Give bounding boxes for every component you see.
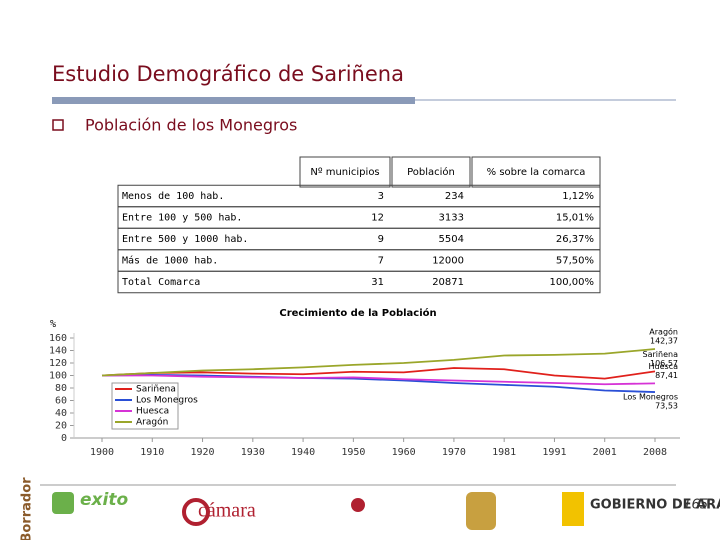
row-label: Entre 100 y 500 hab.	[122, 213, 242, 224]
y-axis-label: %	[50, 319, 56, 330]
end-series-name: Sariñena	[643, 350, 679, 359]
row-label: Menos de 100 hab.	[122, 191, 224, 202]
end-series-name: Aragón	[649, 327, 678, 337]
logo-icon	[52, 492, 74, 514]
row-label: Entre 500 y 1000 hab.	[122, 234, 248, 245]
cell-value: 100,00%	[550, 277, 595, 288]
end-value-label: 142,37	[650, 337, 678, 346]
logo-text: GOBIERNO DE ARAGON	[590, 498, 720, 513]
x-tick-label: 1940	[291, 447, 315, 458]
slide-title: Estudio Demográfico de Sariñena	[52, 62, 404, 86]
x-tick-label: 1900	[90, 447, 114, 458]
chart-title: Crecimiento de la Población	[279, 307, 436, 319]
header-cell	[391, 156, 471, 188]
y-tick-label: 140	[49, 346, 67, 357]
cell-value: 9	[378, 234, 384, 245]
cell-value: 1,12%	[562, 191, 594, 202]
cell-value: 234	[445, 191, 464, 202]
cell-value: 12000	[432, 256, 464, 267]
header-text: Nº municipios	[310, 167, 379, 178]
header-text: Población	[407, 166, 455, 178]
y-tick-label: 160	[49, 333, 67, 344]
legend-label: Los Monegros	[136, 396, 198, 406]
y-tick-label: 40	[55, 408, 67, 419]
logo-icon	[182, 498, 210, 526]
cell-value: 26,37%	[556, 234, 594, 245]
y-tick-label: 0	[61, 433, 67, 444]
y-tick-label: 60	[55, 396, 67, 407]
header-cell	[299, 156, 391, 188]
end-value-label: 73,53	[655, 402, 678, 411]
cell-value: 5504	[439, 234, 464, 245]
x-tick-label: 1970	[442, 447, 466, 458]
row-cell	[117, 270, 601, 294]
end-value-label: 87,41	[655, 371, 678, 380]
y-tick-label: 100	[49, 371, 67, 382]
table: Nº municipios Población % sobre la comarca…	[117, 156, 601, 294]
end-series-name: Los Monegros	[623, 393, 678, 402]
y-tick-label: 80	[55, 383, 67, 394]
header-cell	[471, 156, 601, 188]
logo-text: cámara	[198, 500, 256, 522]
end-value-label: 106,57	[650, 359, 678, 368]
page-number: 165	[683, 498, 708, 513]
row-label: Más de 1000 hab.	[122, 255, 218, 267]
row-label: Total Comarca	[122, 277, 200, 288]
x-tick-label: 2008	[643, 447, 667, 458]
legend-label: Aragón	[136, 417, 168, 428]
cell-value: 3133	[439, 213, 464, 224]
logo-icon	[562, 492, 584, 526]
draft-mark: Borrador	[20, 477, 35, 540]
logo-icon	[351, 498, 365, 512]
cell-value: 57,50%	[556, 256, 594, 267]
legend-label: Sariñena	[136, 385, 176, 395]
y-tick-label: 120	[49, 358, 67, 369]
bullet-box	[52, 119, 64, 131]
x-tick-label: 1910	[140, 447, 164, 458]
x-tick-label: 1920	[190, 447, 214, 458]
x-tick-label: 1950	[341, 447, 365, 458]
logo-icon	[466, 492, 496, 530]
cell-value: 12	[371, 213, 384, 224]
series-line	[101, 373, 656, 393]
series-line	[101, 367, 656, 380]
legend-label: Huesca	[136, 407, 169, 417]
x-tick-label: 1981	[492, 447, 516, 458]
series-line	[102, 374, 656, 386]
cell-value: 20871	[432, 277, 464, 288]
end-series-name: Huesca	[649, 362, 679, 371]
y-tick-label: 20	[55, 421, 67, 432]
cell-value: 15,01%	[556, 213, 594, 224]
series-line	[101, 348, 656, 377]
cell-value: 3	[378, 191, 384, 202]
bullet-text: Población de los Monegros	[85, 116, 297, 135]
cell-value: 7	[378, 256, 384, 267]
header-text: % sobre la comarca	[487, 167, 586, 178]
x-tick-label: 2001	[593, 447, 617, 458]
x-tick-label: 1930	[241, 447, 265, 458]
logo-text: exito	[80, 490, 128, 510]
title-bar	[52, 97, 415, 104]
x-tick-label: 1960	[392, 447, 416, 458]
cell-value: 31	[371, 277, 384, 288]
x-tick-label: 1991	[542, 447, 566, 458]
